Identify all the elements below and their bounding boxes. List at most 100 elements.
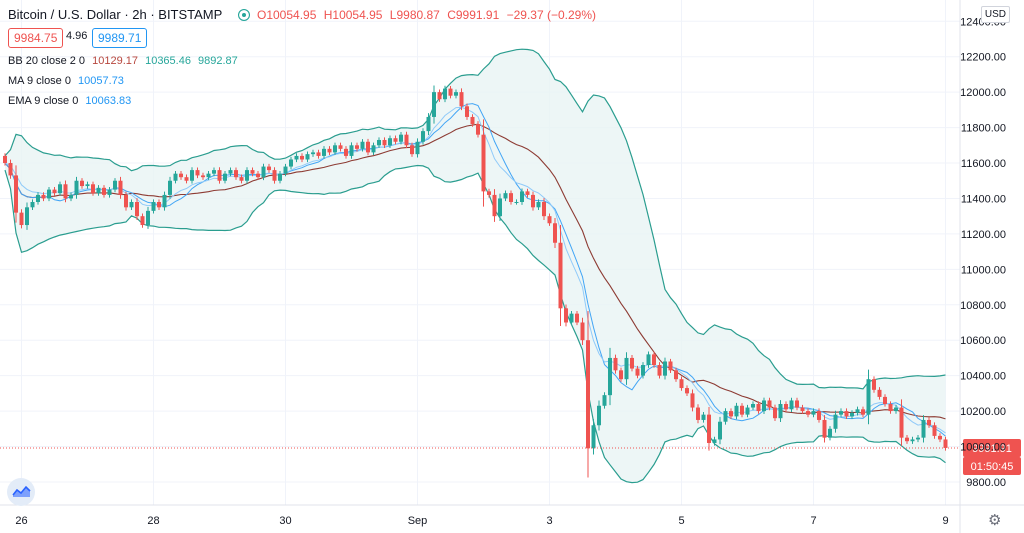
candle-body [938,435,942,440]
x-tick-label: 3 [546,515,552,527]
candle-body [261,166,266,178]
indicator-value: 10057.73 [78,75,124,87]
y-tick-label: 12000.00 [960,87,1006,99]
candle-body [910,439,915,442]
candle-body [756,404,761,412]
candle-body [701,414,706,420]
candle-body [289,159,293,167]
last-price-label: 9991.91 [972,443,1012,455]
price-overlay: 9991.91 01:50:45 [0,438,1021,475]
sell-price-button[interactable]: 9984.75 [8,28,64,48]
candle-body [129,202,134,208]
candle-body [635,368,640,376]
tradingview-logo-icon[interactable] [7,478,35,506]
candle-body [767,400,772,408]
candle-body [679,379,684,389]
candle-body [393,138,398,142]
indicator-bb[interactable]: BB 20 close 2 0 10129.17 10365.46 9892.8… [8,55,238,67]
candle-body [861,409,865,415]
bb-upper-line [4,48,946,390]
candle-body [47,189,51,199]
x-tick-label: 30 [279,515,291,527]
candle-body [212,170,216,174]
candle-body [179,173,183,178]
y-tick-label: 10000.00 [960,442,1006,454]
candle-body [855,409,860,413]
candle-body [470,116,475,125]
candle-body [228,170,233,174]
candle-body [278,173,282,181]
y-tick-label: 11400.00 [961,193,1006,205]
candle-body [580,322,585,341]
x-tick-label: 7 [810,515,816,527]
candle-body [162,194,167,208]
candle-body [19,212,24,226]
candle-body [206,173,211,178]
candle-body [685,388,689,394]
candle-body [833,414,838,429]
candle-body [646,354,651,366]
candle-body [113,180,117,190]
candle-body [657,365,662,376]
candle-body [795,400,799,408]
candle-body [239,177,244,181]
market-open-icon [237,9,250,21]
settings-gear-icon[interactable]: ⚙ [988,512,1002,529]
candle-body [250,170,255,174]
indicator-label: BB 20 close 2 0 [8,55,86,67]
candle-body [410,145,414,155]
candle-body [322,148,326,156]
candle-body [586,340,590,449]
candle-body [503,193,508,199]
candle-body [415,141,420,155]
bb-basis-line [4,123,946,420]
candle-body [729,411,733,417]
currency-label[interactable]: USD [980,6,1010,23]
countdown-badge [963,456,1021,475]
candle-body [613,357,618,371]
time-axis[interactable]: 26 28 30 Sep 3 5 7 9 [0,504,1024,527]
candle-body [800,407,805,412]
candle-body [465,106,469,117]
indicator-value: 10365.46 [145,55,191,67]
candle-body [454,92,458,96]
spread-value: 4.96 [66,30,88,42]
candle-body [597,405,601,426]
candle-body [41,194,46,199]
candle-body [3,155,7,164]
candle-body [652,354,656,366]
candle-body [773,407,777,419]
candle-body [525,191,530,195]
bb-fill [5,49,946,483]
candle-body [734,405,739,417]
indicator-value: 10129.17 [92,55,139,67]
candle-body [476,124,480,135]
candle-body [30,202,35,208]
candle-body [547,216,552,224]
candle-body [487,191,491,195]
candle-body [135,202,139,217]
candle-body [784,404,788,410]
candle-body [371,145,376,153]
indicator-ma[interactable]: MA 9 close 0 10057.73 [8,75,124,87]
candle-body [74,180,79,195]
candle-body [883,396,887,404]
indicator-value: 9892.87 [198,55,238,67]
y-tick-label: 10600.00 [960,335,1006,347]
buy-price-button[interactable]: 9989.71 [92,28,148,48]
candle-body [437,92,442,100]
symbol-title[interactable]: Bitcoin / U.S. Dollar · 2h · BITSTAMP [8,7,223,22]
indicator-ema[interactable]: EMA 9 close 0 10063.83 [8,95,131,107]
candle-body [806,411,810,415]
candle-body [294,155,299,160]
candle-body [778,404,783,419]
candle-body [107,189,112,195]
candle-body [536,202,541,208]
candle-body [377,139,381,146]
candle-body [520,191,524,202]
candle-body [272,170,277,181]
candle-body [80,180,84,187]
candle-body [91,184,95,194]
candle-body [850,412,854,417]
